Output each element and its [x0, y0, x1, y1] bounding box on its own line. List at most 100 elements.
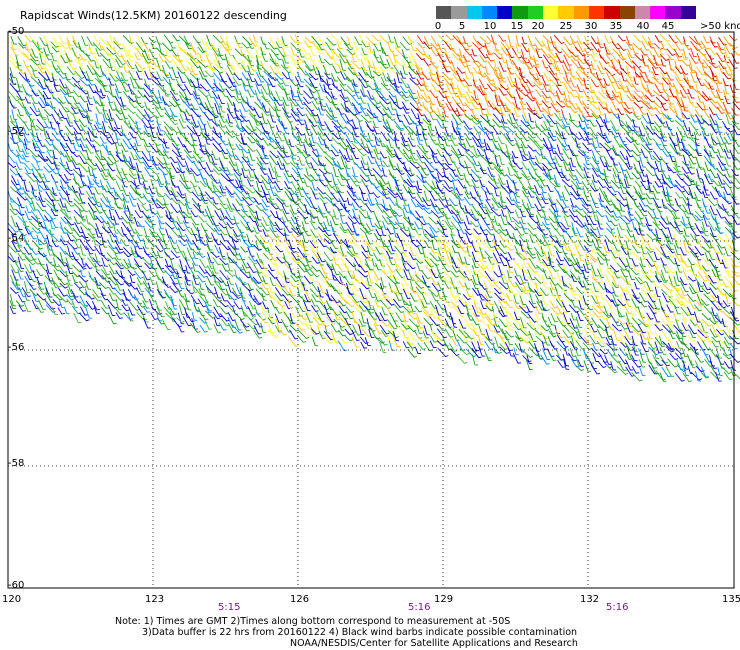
wind-barb [435, 71, 443, 83]
wind-barb [274, 59, 281, 68]
wind-barb [429, 252, 441, 262]
wind-barb [337, 235, 344, 243]
wind-barb [359, 287, 367, 300]
wind-barb [402, 162, 411, 172]
wind-barb [494, 292, 505, 301]
wind-barb [702, 190, 709, 199]
wind-barb [164, 162, 172, 170]
wind-barb [73, 202, 85, 212]
wind-barb [36, 293, 47, 301]
wind-barb [424, 179, 436, 190]
wind-barb [611, 281, 619, 289]
wind-barb [724, 95, 731, 104]
wind-barb [409, 150, 419, 161]
wind-barb [95, 48, 102, 57]
wind-barb [598, 193, 605, 202]
wind-barb [730, 180, 740, 190]
wind-barb [94, 253, 101, 263]
wind-barb [93, 139, 103, 147]
wind-barb [730, 257, 739, 268]
colorbar-units-label: >50 knots [700, 21, 740, 32]
wind-barb [625, 191, 637, 201]
wind-barb [333, 256, 340, 266]
wind-barb [403, 114, 413, 125]
wind-barb [288, 139, 295, 148]
wind-barb [499, 197, 506, 208]
wind-barb [46, 263, 52, 274]
wind-barb [291, 58, 301, 70]
wind-barb [337, 265, 346, 273]
wind-barb [106, 220, 114, 228]
wind-barb [178, 107, 187, 114]
wind-barb [452, 160, 461, 169]
wind-barb [59, 185, 71, 196]
wind-barb [177, 324, 185, 333]
wind-barb [605, 102, 612, 113]
wind-barb [73, 239, 82, 249]
wind-barb [343, 42, 354, 51]
wind-barb [121, 178, 128, 188]
wind-barb [540, 184, 547, 193]
wind-barb [246, 174, 254, 182]
wind-barb [441, 119, 448, 129]
wind-barb [471, 317, 480, 326]
wind-barb [227, 60, 236, 70]
wind-barb [318, 232, 326, 241]
wind-barb [633, 130, 642, 137]
wind-barb [409, 42, 418, 52]
wind-barb [108, 77, 115, 86]
wind-barb [414, 305, 423, 313]
wind-barb [619, 91, 626, 104]
wind-barb [31, 89, 40, 97]
wind-barb [333, 286, 343, 295]
wind-barb [241, 149, 248, 158]
wind-barb [331, 120, 341, 129]
wind-barb [338, 142, 348, 150]
wind-barb [596, 226, 603, 236]
wind-barb [281, 78, 289, 87]
wind-barb [464, 300, 472, 310]
wind-barb [660, 40, 668, 51]
wind-barb [485, 66, 491, 75]
wind-barb [226, 281, 234, 293]
wind-barb [91, 169, 98, 179]
wind-barb [520, 139, 529, 149]
wind-barb [652, 311, 661, 323]
wind-barb [197, 46, 206, 54]
wind-barb [708, 318, 718, 325]
wind-barb [311, 256, 321, 264]
wind-barb [99, 161, 108, 171]
wind-barb [676, 102, 686, 111]
wind-barb [179, 113, 187, 123]
wind-barb [127, 49, 134, 58]
wind-barb [255, 190, 266, 198]
wind-barb [694, 214, 704, 222]
wind-barb [555, 77, 562, 87]
wind-barb [478, 102, 486, 111]
wind-barb [620, 166, 628, 178]
wind-barb [86, 114, 92, 124]
wind-barb [45, 130, 54, 141]
wind-barb [23, 300, 31, 313]
wind-barb [57, 97, 66, 105]
wind-barb [388, 160, 397, 171]
wind-barb [451, 120, 458, 133]
wind-barb [647, 292, 656, 303]
wind-barb [128, 215, 135, 224]
wind-barb [266, 131, 275, 143]
wind-barb [647, 58, 659, 69]
wind-barb [354, 162, 363, 169]
wind-barb [534, 305, 543, 315]
wind-barb [646, 258, 655, 267]
wind-barb [554, 72, 564, 84]
wind-barb [562, 124, 572, 136]
wind-barb [617, 208, 625, 217]
wind-barb [219, 313, 230, 322]
wind-barb [78, 162, 90, 173]
wind-barb [324, 156, 336, 166]
wind-barb [185, 167, 193, 175]
wind-barb [595, 119, 604, 128]
wind-barb [640, 121, 649, 130]
wind-barb [203, 229, 212, 239]
wind-barb [312, 316, 323, 326]
